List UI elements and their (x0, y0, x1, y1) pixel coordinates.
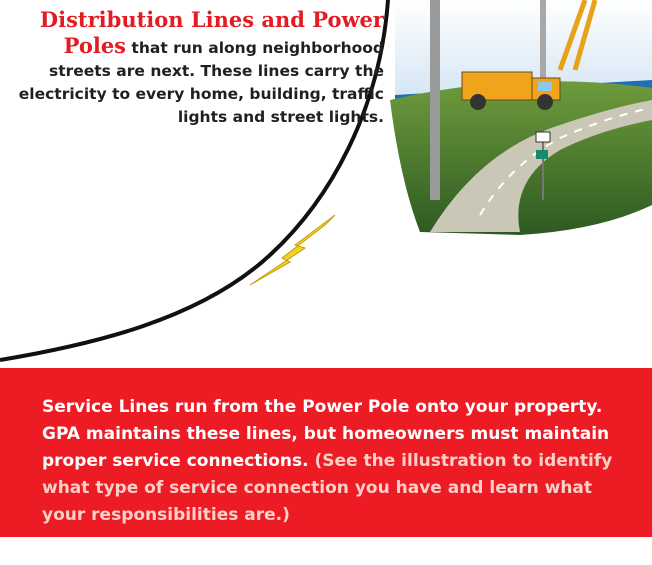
intro-line: Distribution Lines and Power (0, 8, 384, 34)
page: {"intro": {"title": ["Distribution Lines… (0, 0, 652, 565)
intro-title: Distribution Lines and Power (40, 7, 384, 32)
lightning (250, 215, 335, 285)
intro-title: Poles (64, 33, 126, 58)
pole (430, 0, 440, 200)
intro-body: lights and street lights. (0, 106, 384, 129)
service-box: Service Lines run from the Power Pole on… (0, 368, 652, 537)
intro-line: Poles that run along neighborhood (0, 34, 384, 60)
intro-body: streets are next. These lines carry the (0, 60, 384, 83)
intro-body: electricity to every home, building, tra… (0, 83, 384, 106)
intro-text: Distribution Lines and Power Poles that … (0, 8, 384, 129)
pole-far (540, 0, 546, 80)
intro-body: that run along neighborhood (131, 39, 384, 57)
